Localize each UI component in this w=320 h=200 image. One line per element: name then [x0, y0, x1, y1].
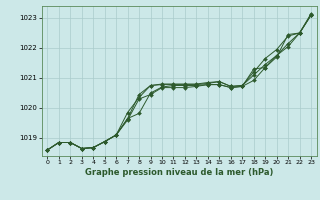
X-axis label: Graphe pression niveau de la mer (hPa): Graphe pression niveau de la mer (hPa) [85, 168, 273, 177]
